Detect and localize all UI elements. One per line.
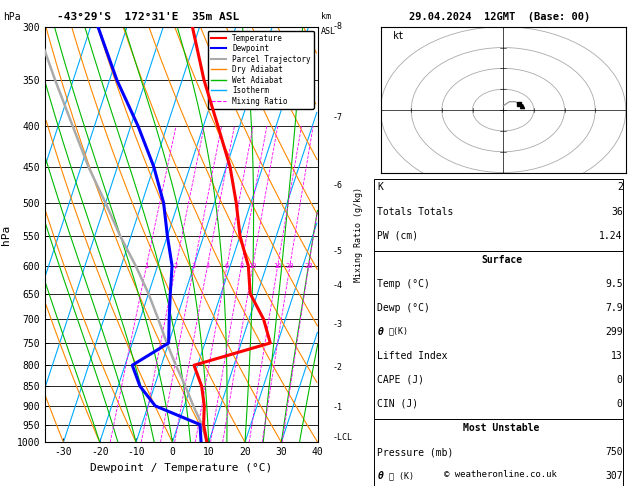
Text: -7: -7 <box>333 113 342 122</box>
Text: 0: 0 <box>617 375 623 385</box>
Text: hPa: hPa <box>3 12 21 22</box>
Text: 29.04.2024  12GMT  (Base: 00): 29.04.2024 12GMT (Base: 00) <box>409 12 591 22</box>
Text: -43°29'S  172°31'E  35m ASL: -43°29'S 172°31'E 35m ASL <box>57 12 239 22</box>
Text: Dewp (°C): Dewp (°C) <box>377 303 430 313</box>
Text: PW (cm): PW (cm) <box>377 230 418 241</box>
Text: 20: 20 <box>286 263 294 269</box>
Text: -3: -3 <box>333 320 342 329</box>
Text: -8: -8 <box>333 22 342 31</box>
Text: 13: 13 <box>611 351 623 361</box>
Text: 307: 307 <box>605 471 623 481</box>
Text: ᴇ(K): ᴇ(K) <box>389 327 409 336</box>
Text: -4: -4 <box>333 281 342 290</box>
Text: Pressure (mb): Pressure (mb) <box>377 447 454 457</box>
Text: θ: θ <box>377 471 383 481</box>
Text: km: km <box>321 12 331 21</box>
Y-axis label: hPa: hPa <box>1 225 11 244</box>
Text: ᴇ (K): ᴇ (K) <box>389 471 414 480</box>
Text: 9.5: 9.5 <box>605 278 623 289</box>
Legend: Temperature, Dewpoint, Parcel Trajectory, Dry Adiabat, Wet Adiabat, Isotherm, Mi: Temperature, Dewpoint, Parcel Trajectory… <box>208 31 314 109</box>
Text: 4: 4 <box>205 263 209 269</box>
Text: 10: 10 <box>248 263 257 269</box>
Text: Lifted Index: Lifted Index <box>377 351 448 361</box>
Text: Totals Totals: Totals Totals <box>377 207 454 217</box>
Text: θ: θ <box>377 327 383 337</box>
Text: CIN (J): CIN (J) <box>377 399 418 409</box>
Text: 28: 28 <box>304 263 313 269</box>
Text: -1: -1 <box>333 403 342 412</box>
Text: 0: 0 <box>617 399 623 409</box>
Text: © weatheronline.co.uk: © weatheronline.co.uk <box>443 469 557 479</box>
Text: 7.9: 7.9 <box>605 303 623 313</box>
Text: 2: 2 <box>174 263 178 269</box>
Text: 2: 2 <box>617 182 623 192</box>
Text: -LCL: -LCL <box>333 433 352 442</box>
Text: Most Unstable: Most Unstable <box>464 423 540 433</box>
Text: 3: 3 <box>192 263 196 269</box>
Text: -2: -2 <box>333 363 342 372</box>
Text: 8: 8 <box>239 263 243 269</box>
Text: K: K <box>377 182 383 192</box>
Text: CAPE (J): CAPE (J) <box>377 375 425 385</box>
Text: ASL: ASL <box>321 27 336 36</box>
Text: 299: 299 <box>605 327 623 337</box>
Text: -5: -5 <box>333 247 342 256</box>
Text: 750: 750 <box>605 447 623 457</box>
Text: kt: kt <box>393 31 404 41</box>
Text: Mixing Ratio (g/kg): Mixing Ratio (g/kg) <box>354 187 363 282</box>
X-axis label: Dewpoint / Temperature (°C): Dewpoint / Temperature (°C) <box>91 463 272 473</box>
Text: -6: -6 <box>333 181 342 190</box>
Text: Surface: Surface <box>481 255 522 265</box>
Text: 36: 36 <box>611 207 623 217</box>
Text: 16: 16 <box>274 263 282 269</box>
Text: 1.24: 1.24 <box>599 230 623 241</box>
Text: Temp (°C): Temp (°C) <box>377 278 430 289</box>
Text: 6: 6 <box>225 263 229 269</box>
Text: 1: 1 <box>144 263 148 269</box>
